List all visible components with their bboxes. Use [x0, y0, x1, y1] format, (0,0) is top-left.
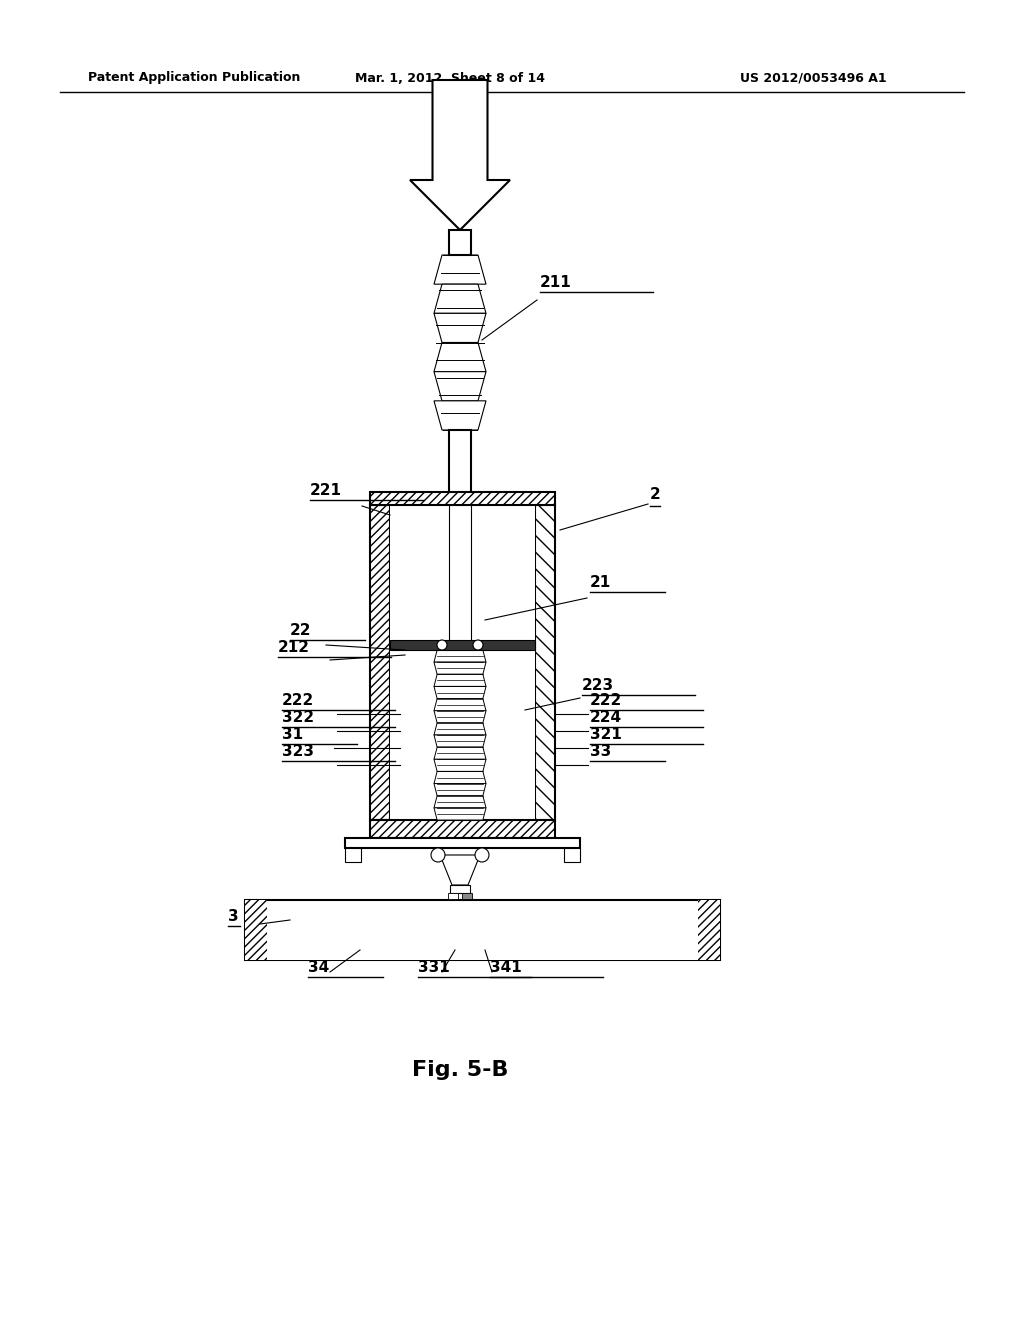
Text: Patent Application Publication: Patent Application Publication — [88, 71, 300, 84]
Polygon shape — [434, 723, 486, 735]
Bar — [267, 912, 698, 960]
Text: 212: 212 — [278, 640, 310, 655]
Text: 331: 331 — [418, 960, 450, 975]
Polygon shape — [434, 747, 486, 759]
Polygon shape — [434, 796, 486, 808]
Text: 21: 21 — [590, 576, 611, 590]
Bar — [370, 506, 390, 820]
Text: 2: 2 — [650, 487, 660, 502]
Bar — [345, 847, 361, 862]
Text: 323: 323 — [282, 744, 314, 759]
Text: 22: 22 — [290, 623, 311, 638]
Text: 341: 341 — [490, 960, 522, 975]
Bar — [698, 900, 720, 960]
Bar — [370, 820, 555, 838]
Polygon shape — [434, 686, 486, 698]
Bar — [390, 506, 535, 820]
Polygon shape — [410, 81, 510, 230]
Bar — [449, 506, 471, 820]
Polygon shape — [434, 735, 486, 747]
Bar — [450, 884, 470, 894]
Text: 3: 3 — [228, 909, 239, 924]
Circle shape — [431, 847, 445, 862]
Polygon shape — [434, 710, 486, 723]
Polygon shape — [440, 855, 480, 884]
Text: 34: 34 — [308, 960, 330, 975]
Polygon shape — [434, 401, 486, 430]
Bar — [462, 894, 472, 899]
Polygon shape — [434, 784, 486, 796]
Circle shape — [475, 847, 489, 862]
Text: 322: 322 — [282, 710, 314, 725]
Polygon shape — [434, 808, 486, 820]
Polygon shape — [434, 675, 486, 686]
Text: 33: 33 — [590, 744, 611, 759]
Polygon shape — [434, 342, 486, 372]
Polygon shape — [434, 255, 486, 284]
Bar — [450, 855, 470, 862]
Polygon shape — [434, 771, 486, 784]
Text: 224: 224 — [590, 710, 623, 725]
Polygon shape — [434, 372, 486, 401]
Bar — [245, 900, 267, 960]
Polygon shape — [434, 663, 486, 675]
Circle shape — [437, 640, 447, 649]
Text: 31: 31 — [282, 727, 303, 742]
Text: 222: 222 — [590, 693, 623, 708]
Polygon shape — [434, 698, 486, 710]
Text: 222: 222 — [282, 693, 314, 708]
Polygon shape — [434, 284, 486, 313]
Text: 221: 221 — [310, 483, 342, 498]
Text: Fig. 5-B: Fig. 5-B — [412, 1060, 508, 1080]
Bar — [345, 838, 580, 847]
Polygon shape — [434, 759, 486, 771]
Bar — [535, 506, 555, 820]
Bar — [370, 492, 555, 506]
Text: 211: 211 — [540, 275, 571, 290]
Bar — [449, 430, 471, 531]
Bar — [245, 900, 720, 960]
Bar — [390, 640, 535, 649]
Polygon shape — [434, 313, 486, 342]
Text: 223: 223 — [582, 678, 614, 693]
Polygon shape — [434, 649, 486, 663]
Text: US 2012/0053496 A1: US 2012/0053496 A1 — [740, 71, 887, 84]
Text: 321: 321 — [590, 727, 622, 742]
Bar — [449, 894, 458, 899]
Text: Mar. 1, 2012  Sheet 8 of 14: Mar. 1, 2012 Sheet 8 of 14 — [355, 71, 545, 84]
Bar — [449, 230, 471, 255]
Bar — [564, 847, 580, 862]
Circle shape — [473, 640, 483, 649]
